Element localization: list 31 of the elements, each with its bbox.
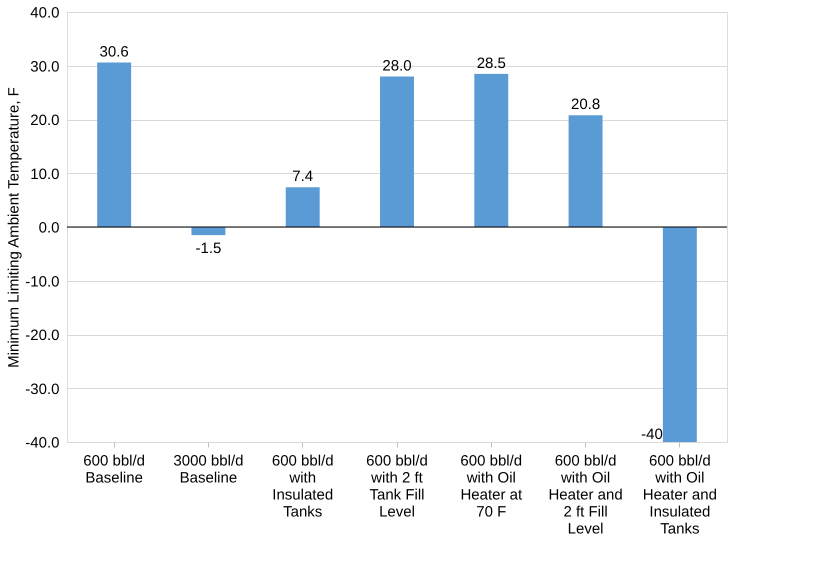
bar	[286, 187, 320, 227]
data-label: 28.5	[476, 54, 506, 72]
y-tick-label: -20.0	[25, 327, 60, 344]
y-axis-title: Minimum Limiting Ambient Temperature, F	[5, 87, 22, 368]
y-tick-label: -10.0	[25, 273, 60, 290]
data-label: -40	[641, 426, 663, 443]
x-tick-label: 600 bbl/d Baseline	[83, 452, 146, 486]
y-tick-label: -40.0	[25, 434, 60, 452]
bar	[191, 227, 226, 236]
data-label: 28.0	[382, 58, 412, 74]
y-tick-label: -30.0	[25, 380, 60, 398]
y-tick-label: 20.0	[30, 112, 60, 129]
x-tick-label: 600 bbl/d with 2 ft Tank Fill Level	[366, 452, 428, 520]
data-label: 20.8	[570, 96, 600, 114]
bar	[474, 74, 508, 227]
x-tick-label: 600 bbl/d with Oil Heater and 2 ft Fill Level	[548, 452, 623, 538]
data-label: -1.5	[196, 240, 222, 258]
y-tick-label: 30.0	[30, 58, 60, 76]
data-label: 7.4	[292, 168, 314, 186]
x-tick-label: 600 bbl/d with Insulated Tanks	[272, 452, 334, 520]
bar	[97, 62, 132, 227]
x-tick-label: 600 bbl/d with Oil Heater at 70 F	[460, 452, 523, 520]
y-tick-label: 0.0	[38, 220, 60, 236]
data-label: 30.6	[100, 44, 129, 61]
y-tick-label: 40.0	[30, 4, 60, 22]
x-tick-label: 600 bbl/d with Oil Heater and Insulated Tanks	[642, 452, 717, 538]
bar	[380, 76, 414, 227]
bar	[568, 115, 603, 227]
x-tick-label: 3000 bbl/d Baseline	[173, 452, 244, 486]
bar	[662, 227, 697, 442]
y-tick-label: 10.0	[30, 166, 60, 183]
